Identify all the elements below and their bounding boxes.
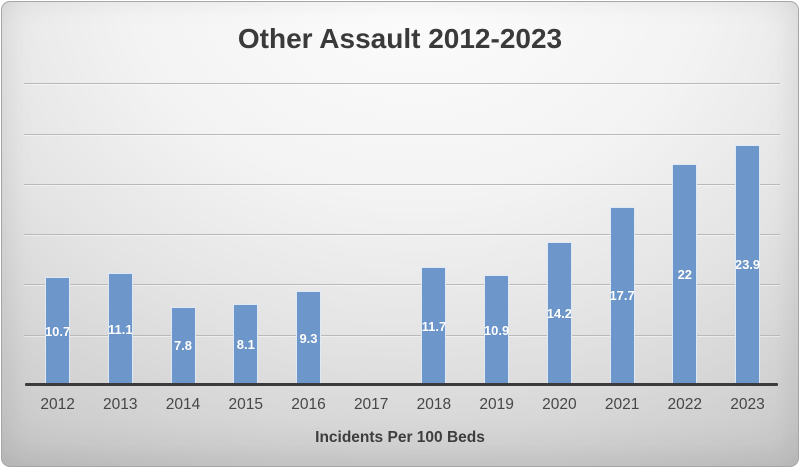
gridline <box>24 183 780 185</box>
bar-2013: 11.1 <box>107 273 133 385</box>
chart-title: Other Assault 2012-2023 <box>237 23 563 54</box>
data-label-2015: 8.1 <box>236 336 255 352</box>
gridline <box>24 284 780 286</box>
gridline <box>24 83 780 85</box>
x-tick-label-2020: 2020 <box>542 396 577 413</box>
x-tick-label-2013: 2013 <box>103 396 138 413</box>
gridline <box>24 133 780 135</box>
bar-2012: 10.7 <box>45 277 70 385</box>
bar-2022: 22 <box>672 163 698 385</box>
gridline <box>24 334 780 336</box>
bar-2019: 10.9 <box>484 275 509 385</box>
x-tick-label-2015: 2015 <box>228 396 264 413</box>
x-tick-label-2017: 2017 <box>353 396 389 413</box>
bar-2023: 23.9 <box>734 144 761 385</box>
bar-2021: 17.7 <box>609 206 635 385</box>
bar-2014: 7.8 <box>170 306 196 385</box>
bar-2016: 9.3 <box>296 291 321 385</box>
x-axis-title: Incidents Per 100 Beds <box>315 429 485 446</box>
x-tick-label-2019: 2019 <box>479 396 514 413</box>
bar-2015: 8.1 <box>233 303 259 385</box>
x-tick-label-2014: 2014 <box>165 396 201 413</box>
bar-2020: 14.2 <box>547 242 572 385</box>
data-label-2021: 17.7 <box>609 288 635 304</box>
data-label-2018: 11.7 <box>421 318 447 334</box>
data-label-2016: 9.3 <box>299 330 318 346</box>
data-label-2020: 14.2 <box>546 306 573 322</box>
data-label-2014: 7.8 <box>173 338 193 354</box>
data-label-2012: 10.7 <box>44 323 71 339</box>
x-axis-line <box>25 383 778 386</box>
x-tick-label-2021: 2021 <box>604 396 640 413</box>
x-tick-label-2018: 2018 <box>416 396 452 413</box>
x-tick-label-2023: 2023 <box>730 396 765 413</box>
data-label-2023: 23.9 <box>734 257 761 273</box>
x-tick-label-2022: 2022 <box>667 396 703 413</box>
x-tick-label-2012: 2012 <box>40 396 75 413</box>
data-label-2013: 11.1 <box>108 321 133 337</box>
data-label-2019: 10.9 <box>483 322 510 338</box>
x-tick-label-2016: 2016 <box>291 396 326 413</box>
gridline <box>24 234 780 236</box>
bar-2018: 11.7 <box>421 267 447 385</box>
data-label-2022: 22 <box>677 266 693 282</box>
